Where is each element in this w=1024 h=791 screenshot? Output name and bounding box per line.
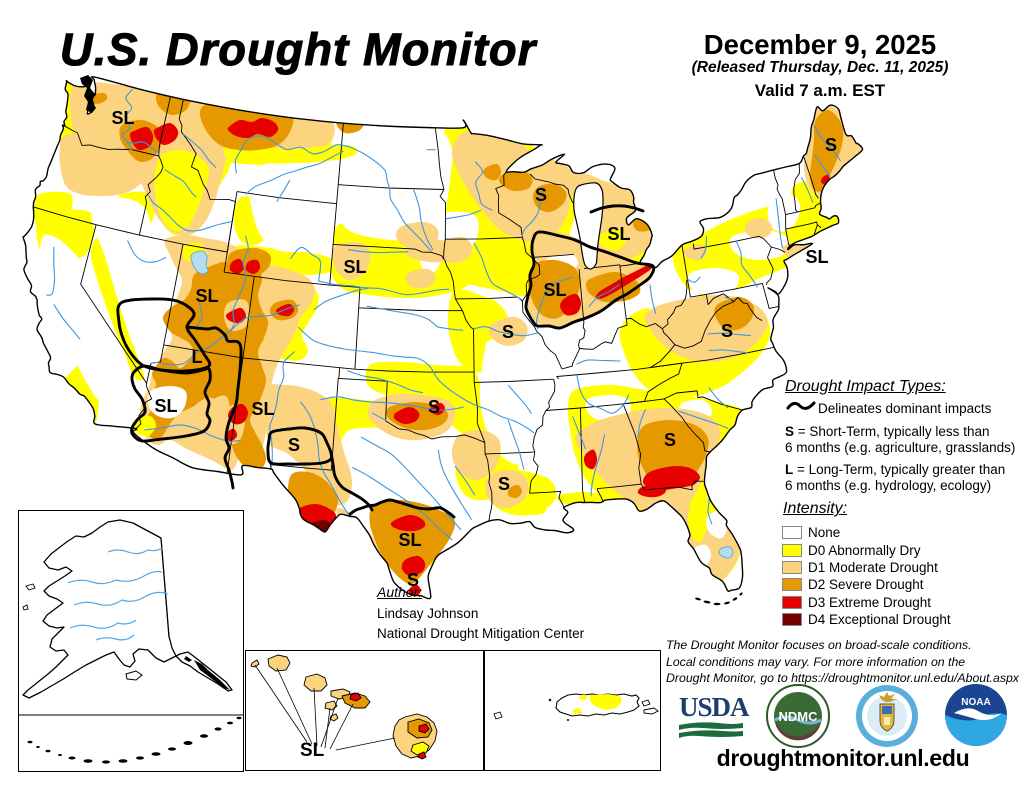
svg-text:SL: SL bbox=[111, 108, 134, 128]
svg-text:S: S bbox=[428, 397, 440, 417]
svg-text:SL: SL bbox=[195, 286, 218, 306]
svg-text:NOAA: NOAA bbox=[961, 697, 990, 708]
svg-text:S: S bbox=[664, 430, 676, 450]
svg-text:SL: SL bbox=[543, 280, 566, 300]
svg-text:S: S bbox=[825, 135, 837, 155]
svg-text:S: S bbox=[498, 474, 510, 494]
svg-text:S: S bbox=[288, 435, 300, 455]
svg-text:NDMC: NDMC bbox=[779, 709, 819, 724]
svg-text:S: S bbox=[502, 322, 514, 342]
svg-text:L: L bbox=[192, 347, 203, 367]
svg-text:SL: SL bbox=[398, 530, 421, 550]
svg-text:SL: SL bbox=[607, 224, 630, 244]
svg-text:S: S bbox=[407, 570, 419, 590]
svg-text:SL: SL bbox=[154, 396, 177, 416]
svg-text:SL: SL bbox=[251, 399, 274, 419]
svg-text:SL: SL bbox=[805, 247, 828, 267]
svg-text:S: S bbox=[535, 185, 547, 205]
svg-text:SL: SL bbox=[300, 740, 325, 761]
svg-text:SL: SL bbox=[343, 257, 366, 277]
svg-text:S: S bbox=[721, 321, 733, 341]
